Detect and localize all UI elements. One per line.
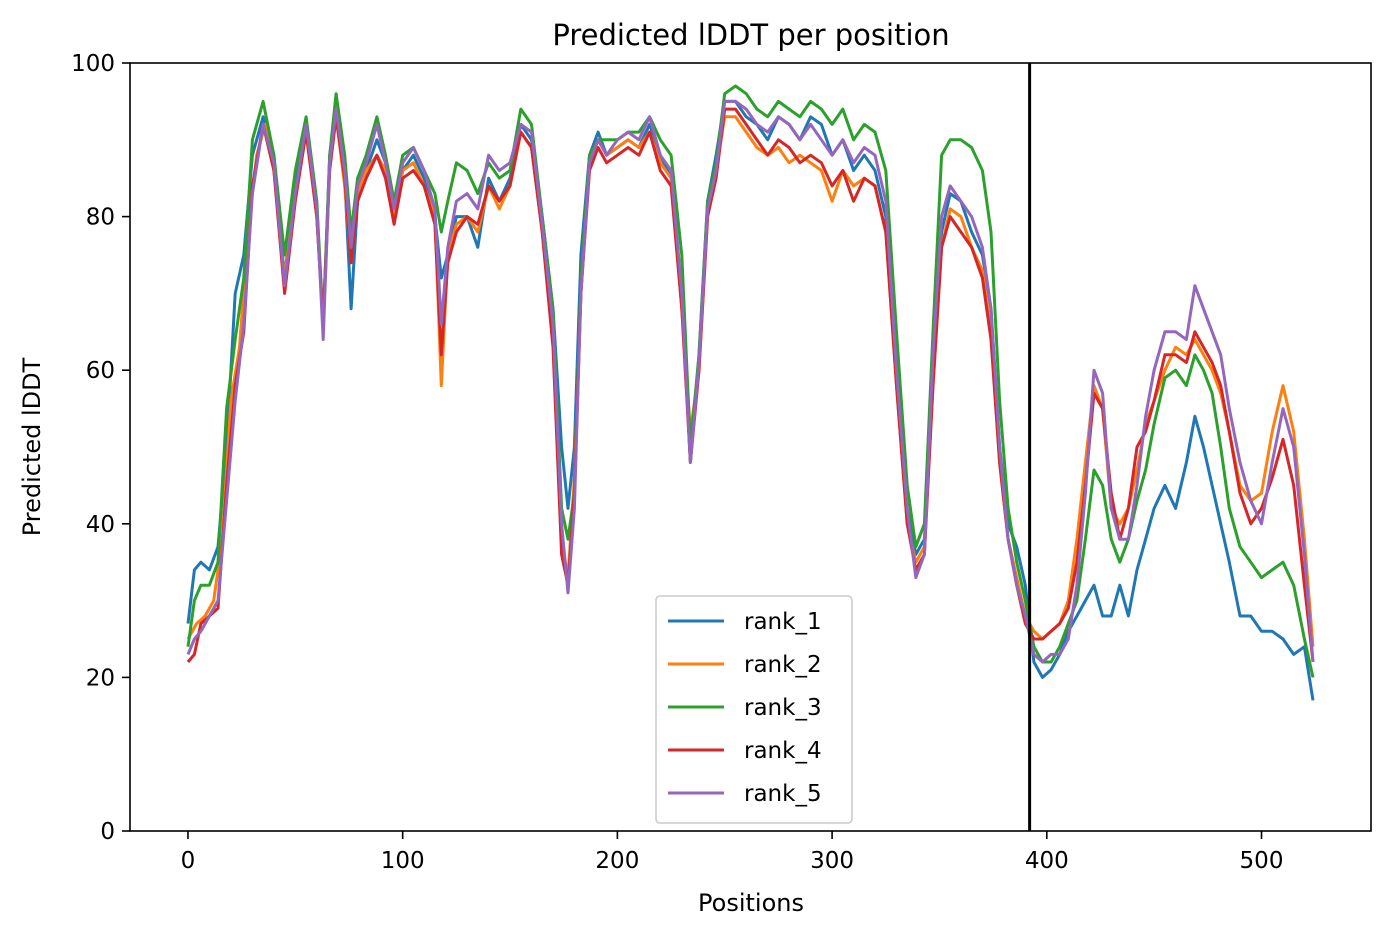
y-tick-label: 80: [86, 205, 115, 231]
axes: 0 100 200 300 400 500 0 20 40 60 80 100: [71, 51, 1283, 874]
x-tick-label: 400: [1025, 848, 1069, 874]
y-axis-label: Predicted lDDT: [18, 357, 46, 536]
chart-title: Predicted lDDT per position: [552, 18, 949, 52]
x-tick-label: 200: [595, 848, 639, 874]
legend: rank_1 rank_2 rank_3 rank_4 rank_5: [655, 595, 853, 824]
legend-label: rank_4: [744, 738, 822, 764]
legend-label: rank_5: [744, 781, 822, 807]
y-tick-label: 20: [86, 665, 115, 691]
x-tick-label: 300: [810, 848, 854, 874]
x-tick-label: 0: [181, 848, 196, 874]
x-axis-label: Positions: [698, 889, 804, 917]
series-line-rank-3: [186, 84, 1315, 678]
legend-label: rank_3: [744, 695, 822, 721]
legend-label: rank_2: [744, 652, 822, 678]
y-tick-label: 0: [100, 819, 115, 845]
plot-area: [186, 63, 1315, 831]
legend-box: [655, 595, 853, 824]
legend-label: rank_1: [744, 609, 822, 635]
y-tick-label: 40: [86, 512, 115, 538]
y-tick-label: 60: [86, 358, 115, 384]
series-line-rank-5: [186, 99, 1315, 664]
x-tick-label: 500: [1240, 848, 1284, 874]
plot-frame: [129, 62, 1372, 832]
y-tick-label: 100: [71, 51, 115, 77]
x-tick-label: 100: [381, 848, 425, 874]
